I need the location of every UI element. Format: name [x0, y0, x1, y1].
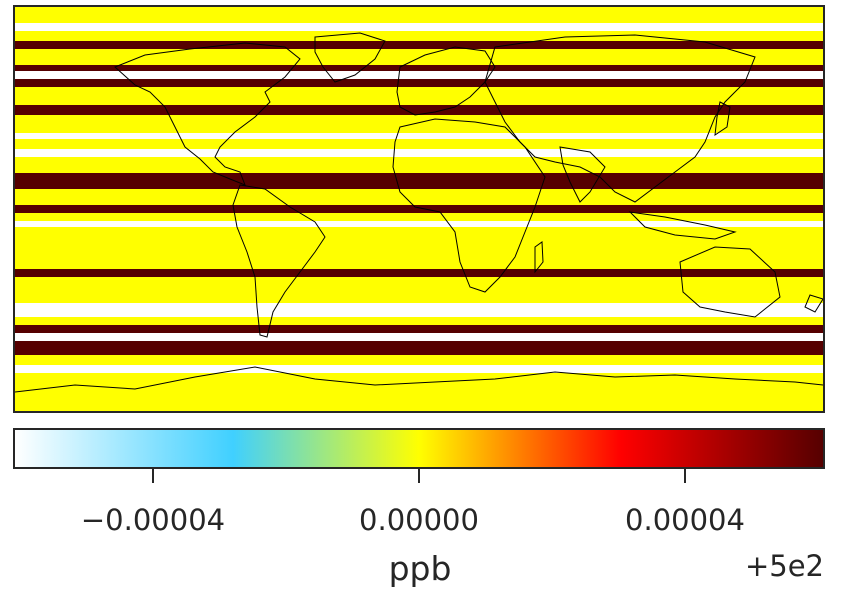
latitude-band	[15, 157, 823, 173]
coastline-asia	[484, 34, 756, 203]
map-panel	[13, 5, 825, 413]
latitude-band	[15, 303, 823, 317]
latitude-band	[15, 7, 823, 23]
colorbar-tick-label: 0.00004	[625, 503, 745, 537]
latitude-band	[15, 333, 823, 341]
colorbar-tick	[684, 469, 686, 483]
latitude-band	[15, 227, 823, 269]
latitude-bands	[15, 7, 823, 411]
latitude-band	[15, 213, 823, 221]
latitude-band	[15, 221, 823, 227]
coastline-antarctica	[15, 366, 823, 393]
latitude-band	[15, 133, 823, 139]
latitude-band	[15, 173, 823, 189]
colorbar-tick	[152, 469, 154, 483]
latitude-band	[15, 205, 823, 213]
coastline-south-america	[232, 184, 326, 338]
latitude-band	[15, 269, 823, 277]
colorbar-offset-label: +5e2	[744, 549, 824, 583]
coastline-india	[559, 146, 606, 203]
latitude-band	[15, 115, 823, 133]
latitude-band	[15, 139, 823, 149]
latitude-band	[15, 65, 823, 71]
coastlines	[15, 32, 823, 393]
coastline-new-zealand	[804, 294, 823, 313]
latitude-band	[15, 71, 823, 79]
coastline-indonesia	[628, 211, 737, 240]
colorbar-tick-label: 0.00000	[359, 503, 479, 537]
latitude-band	[15, 149, 823, 157]
coastline-africa	[392, 118, 546, 293]
coastline-japan	[714, 101, 731, 137]
latitude-band	[15, 325, 823, 333]
latitude-band	[15, 317, 823, 325]
map-canvas	[15, 7, 823, 411]
colorbar-label: ppb	[388, 549, 452, 588]
colorbar	[13, 428, 825, 469]
latitude-band	[15, 87, 823, 105]
latitude-band	[15, 79, 823, 87]
latitude-band	[15, 355, 823, 365]
latitude-band	[15, 49, 823, 65]
colorbar-tick-label: −0.00004	[80, 503, 226, 537]
latitude-band	[15, 23, 823, 31]
colorbar-tick	[418, 469, 420, 483]
latitude-band	[15, 341, 823, 355]
coastline-greenland	[314, 32, 386, 83]
latitude-band	[15, 365, 823, 373]
latitude-band	[15, 373, 823, 387]
latitude-band	[15, 31, 823, 41]
latitude-band	[15, 105, 823, 115]
latitude-band	[15, 41, 823, 49]
coastline-madagascar	[534, 241, 544, 274]
colorbar-gradient	[15, 430, 823, 467]
latitude-band	[15, 189, 823, 205]
coastline-australia	[679, 246, 781, 318]
coastline-north-america	[114, 42, 301, 186]
latitude-band	[15, 277, 823, 303]
coastline-europe	[396, 46, 496, 116]
latitude-band	[15, 387, 823, 411]
